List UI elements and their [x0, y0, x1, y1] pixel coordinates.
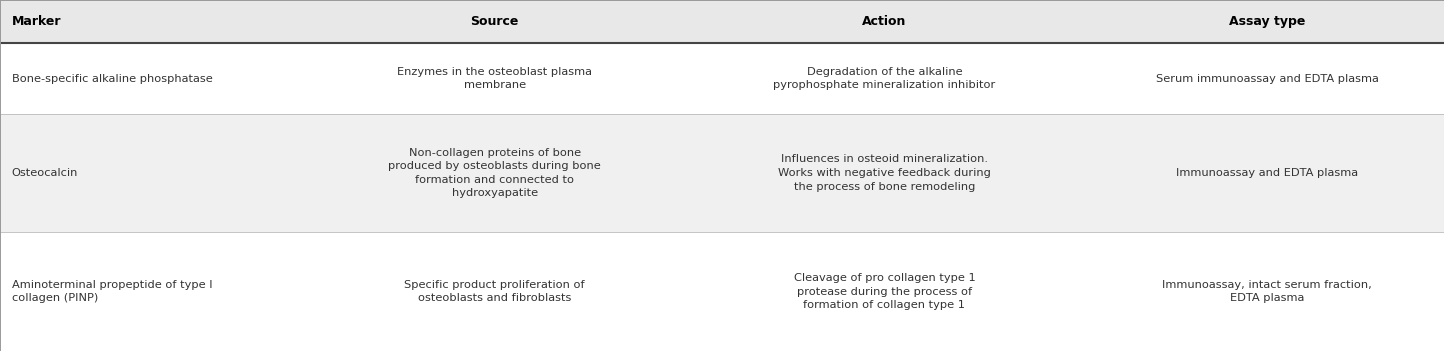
Text: Immunoassay and EDTA plasma: Immunoassay and EDTA plasma — [1175, 168, 1359, 178]
Bar — [0, 232, 1444, 351]
Bar — [0, 0, 1444, 43]
Text: Specific product proliferation of
osteoblasts and fibroblasts: Specific product proliferation of osteob… — [404, 280, 585, 304]
Bar — [0, 43, 1444, 114]
Text: Osteocalcin: Osteocalcin — [12, 168, 78, 178]
Text: Immunoassay, intact serum fraction,
EDTA plasma: Immunoassay, intact serum fraction, EDTA… — [1162, 280, 1372, 304]
Text: Aminoterminal propeptide of type I
collagen (PINP): Aminoterminal propeptide of type I colla… — [12, 280, 212, 304]
Text: Serum immunoassay and EDTA plasma: Serum immunoassay and EDTA plasma — [1155, 73, 1379, 84]
Text: Cleavage of pro collagen type 1
protease during the process of
formation of coll: Cleavage of pro collagen type 1 protease… — [794, 273, 975, 310]
Bar — [0, 114, 1444, 232]
Text: Non-collagen proteins of bone
produced by osteoblasts during bone
formation and : Non-collagen proteins of bone produced b… — [388, 148, 601, 199]
Text: Assay type: Assay type — [1229, 15, 1305, 28]
Text: Action: Action — [862, 15, 907, 28]
Text: Influences in osteoid mineralization.
Works with negative feedback during
the pr: Influences in osteoid mineralization. Wo… — [778, 154, 991, 192]
Text: Source: Source — [471, 15, 518, 28]
Text: Enzymes in the osteoblast plasma
membrane: Enzymes in the osteoblast plasma membran… — [397, 67, 592, 90]
Text: Degradation of the alkaline
pyrophosphate mineralization inhibitor: Degradation of the alkaline pyrophosphat… — [774, 67, 995, 90]
Text: Bone-specific alkaline phosphatase: Bone-specific alkaline phosphatase — [12, 73, 212, 84]
Text: Marker: Marker — [12, 15, 61, 28]
